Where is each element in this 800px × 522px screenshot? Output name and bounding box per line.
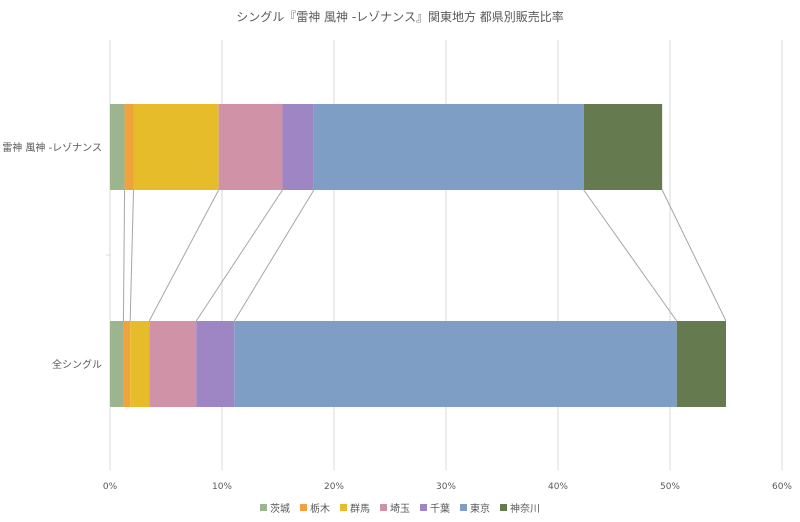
legend-item: 埼玉 — [380, 500, 410, 515]
category-label: 雷神 風神 -レゾナンス — [2, 141, 102, 154]
bar-segment-茨城 — [110, 104, 125, 190]
series-line — [195, 189, 283, 322]
series-line — [148, 189, 220, 322]
bar-segment-埼玉 — [218, 104, 283, 190]
x-tick-label: 10% — [212, 482, 232, 492]
bar-segment-埼玉 — [149, 321, 197, 407]
series-line — [122, 189, 126, 322]
x-tick-label: 60% — [772, 482, 792, 492]
legend-label: 東京 — [470, 504, 490, 515]
x-tick-label: 50% — [660, 482, 680, 492]
legend-swatch — [380, 504, 387, 511]
legend-item: 茨城 — [260, 500, 290, 515]
legend-item: 千葉 — [420, 500, 450, 515]
legend-label: 埼玉 — [390, 504, 410, 515]
bar-segment-東京 — [234, 321, 677, 407]
bar-segment-神奈川 — [676, 321, 726, 407]
legend-label: 茨城 — [270, 504, 290, 515]
legend: 茨城 栃木 群馬 埼玉 千葉 東京 神奈川 — [0, 500, 800, 515]
legend-swatch — [260, 504, 267, 511]
bar-segment-千葉 — [196, 321, 235, 407]
bar-segment-栃木 — [123, 321, 131, 407]
x-tick-label: 30% — [436, 482, 456, 492]
series-line — [233, 189, 315, 322]
legend-swatch — [340, 504, 347, 511]
legend-item: 栃木 — [300, 500, 330, 515]
x-tick-label: 40% — [548, 482, 568, 492]
legend-swatch — [500, 504, 507, 511]
category-label: 全シングル — [52, 358, 102, 371]
bar-segment-千葉 — [282, 104, 314, 190]
legend-item: 神奈川 — [500, 500, 540, 515]
series-line — [583, 189, 678, 322]
legend-label: 神奈川 — [510, 504, 540, 515]
x-tick-label: 20% — [324, 482, 344, 492]
chart-title: シングル『雷神 風神 -レゾナンス』関東地方 都県別販売比率 — [236, 10, 564, 24]
legend-label: 栃木 — [310, 504, 330, 515]
bar-segment-東京 — [313, 104, 584, 190]
legend-swatch — [300, 504, 307, 511]
legend-item: 群馬 — [340, 500, 370, 515]
legend-item: 東京 — [460, 500, 490, 515]
series-line — [129, 189, 135, 322]
bar-segment-群馬 — [130, 321, 150, 407]
bar-segment-群馬 — [133, 104, 219, 190]
series-line — [661, 189, 727, 322]
bar-segment-神奈川 — [583, 104, 663, 190]
x-tick-label: 0% — [103, 482, 118, 492]
legend-label: 群馬 — [350, 504, 370, 515]
legend-label: 千葉 — [430, 504, 450, 515]
legend-swatch — [460, 504, 467, 511]
bar-segment-栃木 — [124, 104, 134, 190]
legend-swatch — [420, 504, 427, 511]
bar-segment-茨城 — [110, 321, 124, 407]
